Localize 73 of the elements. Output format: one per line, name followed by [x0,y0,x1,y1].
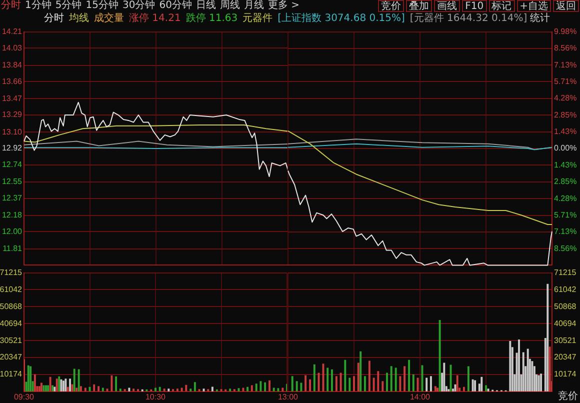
y-tick-label: 13.84 [2,60,23,70]
y-tick-label: 14.21 [2,27,23,36]
text: 分时 [44,13,64,25]
text: 60分钟 [159,0,192,12]
text: [元器件 1644.32 0.14%] [410,13,528,25]
text: 分时 [1,0,21,12]
text: 5分钟 [55,0,82,12]
y2-tick-label: 5.71% [554,210,577,220]
text: 1分钟 [25,0,52,12]
text: 标记 [488,0,515,12]
y-tick-label: 20347 [0,352,23,362]
y-tick-label: 13.47 [2,94,23,103]
y2-tick-label: 40694 [554,318,577,328]
text: [上证指数 3074.68 0.15%] [278,13,405,25]
y2-tick-label: 4.28% [554,194,577,203]
text: 返回 [553,0,579,12]
y-tick-label: 12.00 [2,226,23,236]
text: 月线 [244,0,264,12]
y2-tick-label: 2.85% [554,177,577,186]
y-tick-label: 13.10 [2,127,23,136]
y2-tick-label: 4.28% [554,94,577,103]
y-tick-label: 12.92 [2,144,23,153]
y2-tick-label: 71215 [554,268,577,278]
y2-tick-label: 8.56% [554,44,577,53]
text: 画线 [434,0,460,12]
y-tick-label: 13.29 [2,110,23,120]
x-tick-label: 13:00 [278,392,299,402]
y-tick-label: 12.55 [2,177,23,186]
text: 叠加 [406,0,432,12]
y2-tick-label: 20347 [554,352,577,362]
text: 竞价 [378,0,404,12]
text: 统计 [530,13,550,25]
y2-tick-label: 1.43% [554,160,577,170]
y-tick-label: 11.81 [2,244,23,254]
y-tick-label: 12.37 [2,193,23,202]
text: 均线 [69,13,89,25]
y-tick-label: 14.03 [2,43,23,52]
y-tick-label: 13.66 [2,76,23,86]
text: 15分钟 [86,0,118,12]
text: 更多 > [268,0,300,12]
y2-tick-label: 7.13% [554,60,577,70]
text: 30分钟 [122,0,156,12]
y2-tick-label: 2.85% [554,110,577,120]
text: +自选 [516,0,551,12]
text: 竞价 [558,391,578,402]
text: 元器件 [242,13,273,25]
y-tick-label: 61042 [0,284,23,294]
y-tick-label: 30521 [0,336,23,345]
text: F10 [462,0,487,12]
y-tick-label: 50868 [0,302,23,311]
y2-tick-label: 61042 [554,284,577,294]
y2-tick-label: 0.00% [554,144,577,153]
y2-tick-label: 8.56% [554,244,577,253]
text: 跌停 11.63 [186,13,238,25]
y-tick-label: 12.18 [2,210,23,220]
y2-tick-label: 50868 [554,302,577,311]
y-tick-label: 71215 [0,268,23,278]
y-tick-label: 40694 [0,318,23,328]
y2-tick-label: 5.71% [554,76,577,86]
y2-tick-label: 1.43% [554,126,577,136]
text: 日线 [196,0,216,12]
x-tick-label: 14:00 [410,392,431,402]
y-tick-label: 10174 [0,370,23,379]
text: 周线 [220,0,240,12]
y2-tick-label: 9.98% [554,27,577,36]
y2-tick-label: 7.13% [554,227,577,236]
y-tick-label: 12.74 [2,160,23,169]
y2-tick-label: 30521 [554,336,577,345]
text: 成交量 [94,13,124,25]
y2-tick-label: 10174 [554,370,577,379]
text: 涨停 14.21 [129,13,181,25]
x-tick-label: 09:30 [14,392,35,402]
x-tick-label: 10:30 [145,392,166,402]
